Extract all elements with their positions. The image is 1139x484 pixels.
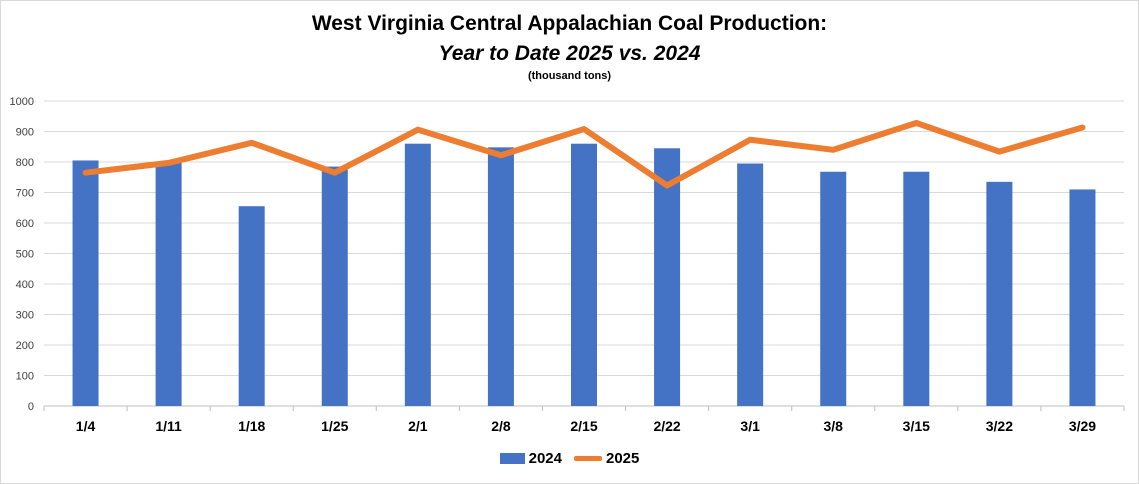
chart-subtitle: Year to Date 2025 vs. 2024 [438,42,701,65]
bar-2024 [404,143,431,406]
bar-2024 [986,181,1013,406]
bar-2024 [321,166,348,406]
y-tick-label: 500 [16,249,34,261]
y-tick-label: 400 [16,279,34,291]
chart-title: West Virginia Central Appalachian Coal P… [311,12,828,35]
bar-2024 [820,171,847,406]
bar-2024 [737,163,764,406]
legend-item-2025: 2025 [574,450,639,467]
bar-2024 [571,143,597,406]
y-tick-label: 100 [16,371,34,383]
y-tick-label: 900 [16,127,34,139]
y-tick-label: 300 [16,310,34,322]
y-tick-label: 200 [16,340,34,352]
legend-item-2024: 2024 [499,450,562,467]
legend-label-2024: 2024 [528,450,562,467]
bar-2024 [487,147,514,407]
y-tick-label: 800 [16,157,34,169]
x-tick-label: 3/22 [986,418,1013,434]
bar-2024 [72,160,99,406]
legend: 2024 2025 [0,450,1139,467]
bar-2024 [155,162,182,406]
legend-swatch-line [574,456,602,461]
x-tick-label: 1/18 [238,418,265,434]
bar-2024 [903,171,930,406]
legend-swatch-bar [499,453,525,464]
bar-2024 [654,148,681,406]
x-tick-label: 1/11 [155,418,182,434]
legend-label-2025: 2025 [606,450,640,467]
x-tick-label: 2/1 [408,418,428,434]
x-tick-label: 1/25 [321,418,348,434]
x-tick-label: 3/8 [823,418,843,434]
y-tick-label: 700 [16,188,34,200]
x-tick-label: 3/15 [903,418,930,434]
bar-2024 [1069,189,1096,406]
x-tick-label: 3/1 [740,418,760,434]
bar-2024 [238,206,265,406]
x-tick-label: 3/29 [1069,418,1096,434]
x-tick-label: 1/4 [76,418,96,434]
line-2025 [82,119,1086,189]
x-tick-label: 2/8 [491,418,511,434]
y-tick-label: 1000 [10,96,34,108]
y-tick-label: 0 [28,401,34,413]
y-tick-label: 600 [16,218,34,230]
chart-units: (thousand tons) [527,70,612,82]
x-tick-label: 2/22 [653,418,680,434]
x-tick-label: 2/15 [570,418,597,434]
